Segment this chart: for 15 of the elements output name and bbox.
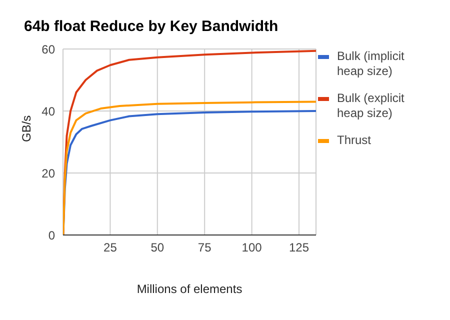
x-axis-title: Millions of elements: [136, 282, 242, 296]
x-tick-label: 100: [242, 240, 262, 255]
y-axis-title: GB/s: [19, 115, 34, 142]
x-tick-label: 25: [104, 240, 118, 255]
x-tick-label: 125: [288, 240, 310, 255]
x-tick-label: 50: [150, 240, 164, 255]
y-tick-label: 60: [42, 42, 56, 56]
legend-label: Bulk (explicit heap size): [337, 91, 406, 121]
y-tick-label: 0: [48, 228, 56, 242]
chart-title: 64b float Reduce by Key Bandwidth: [23, 17, 280, 35]
x-tick-label: 75: [198, 240, 212, 255]
legend-label: Bulk (implicit heap size): [337, 49, 406, 79]
legend-label: Thrust: [337, 133, 372, 148]
y-tick-label: 20: [42, 166, 56, 180]
y-tick-label: 40: [42, 104, 56, 118]
